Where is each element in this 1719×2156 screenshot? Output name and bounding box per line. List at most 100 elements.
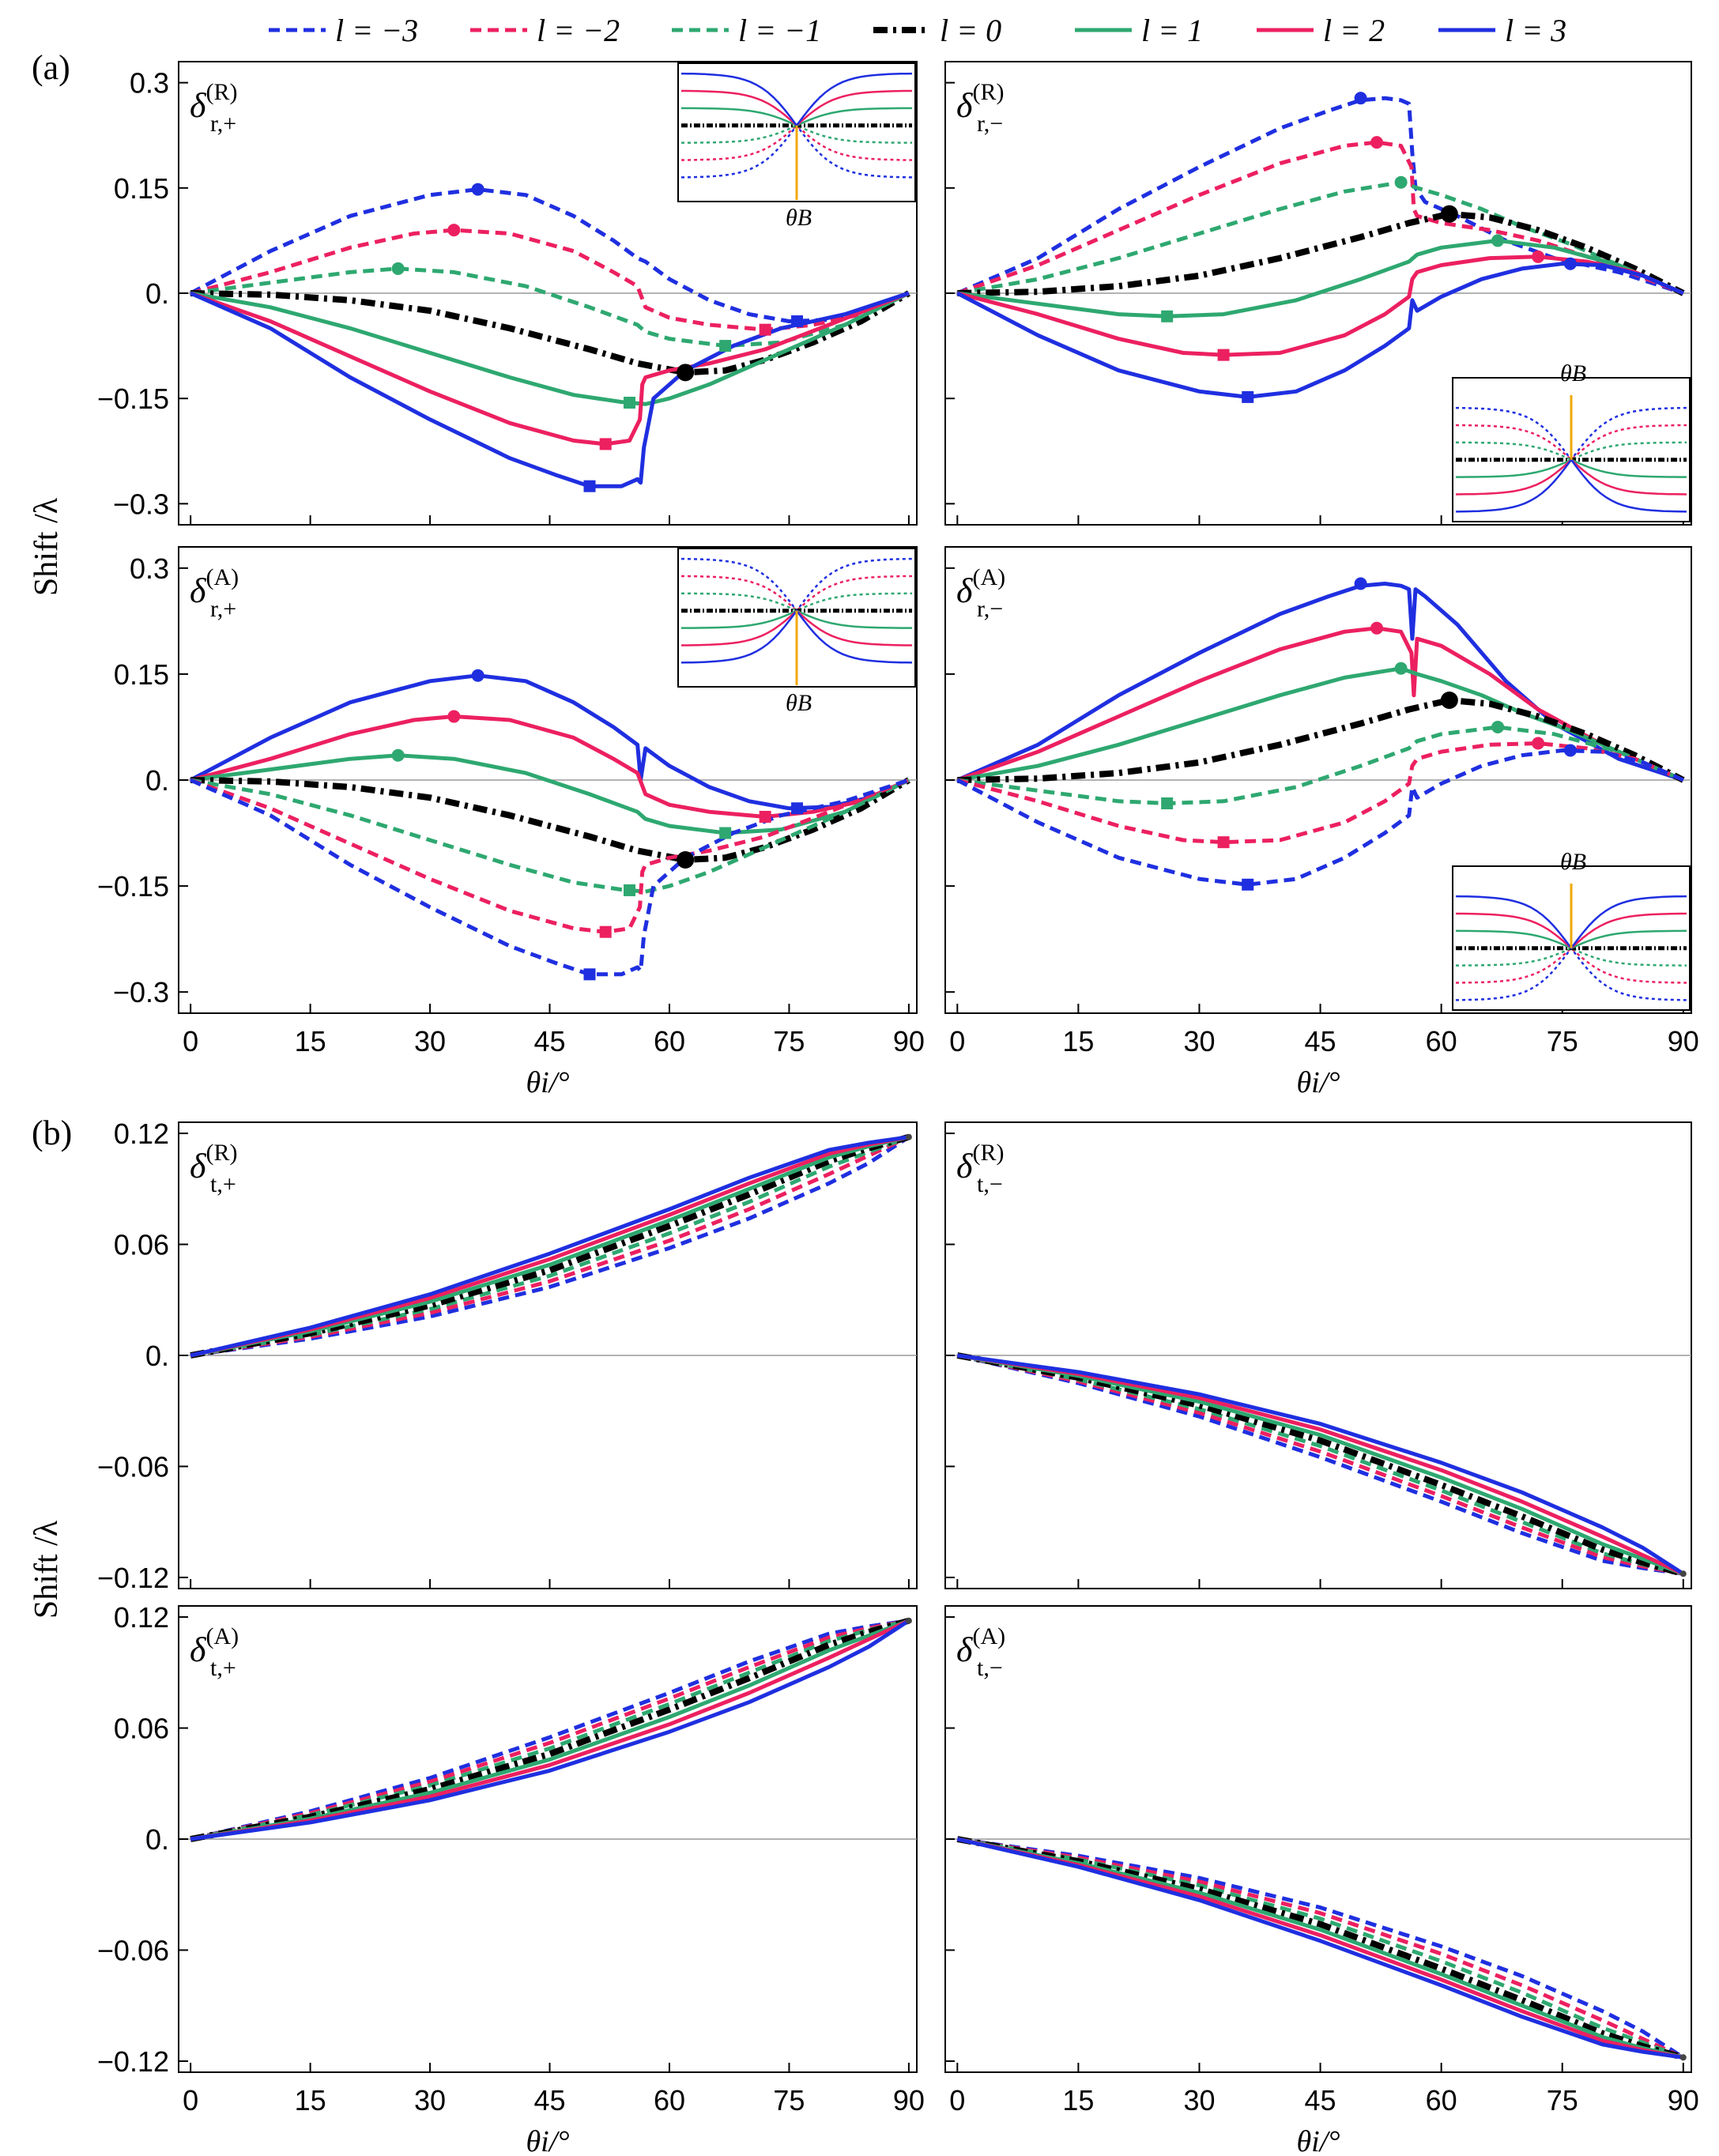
inset-label: θB: [786, 690, 812, 716]
end-point: [905, 1617, 912, 1624]
panel-reflected-minus-R: δ(R) r,− θB: [944, 61, 1692, 526]
min-marker-l-1: [1161, 797, 1174, 809]
y-axis-label-b: Shift /λ: [28, 1520, 65, 1619]
panel-label: δ(R) r,−: [956, 79, 1004, 137]
panel-transmitted-plus-R: −0.12 −0.06 0. 0.06 0.12 δ(R) t,+: [97, 1118, 918, 1594]
series-line-l2: [956, 1837, 1684, 2060]
legend-label: l = −3: [335, 13, 418, 48]
series-line-l3: [190, 1619, 910, 1841]
inset-label: θB: [1560, 849, 1586, 875]
min-marker-l-2: [599, 925, 612, 938]
legend-item-l2: l = 2: [1257, 13, 1385, 48]
max-marker-l-2: [447, 224, 461, 237]
x-tick-label: 0: [949, 1025, 965, 1057]
series-line-l3: [956, 582, 1684, 782]
min-marker-l1: [719, 827, 732, 839]
x-tick-label: 15: [295, 1025, 326, 1057]
panel-label: δ(R) t,−: [956, 1140, 1004, 1197]
section-label-b: (b): [32, 1114, 72, 1152]
legend-label: l = −1: [738, 13, 821, 48]
min-marker-l1: [1161, 310, 1174, 322]
x-tick-label: 60: [654, 1025, 685, 1057]
y-tick-label: 0.: [145, 1823, 169, 1856]
series-line-l1: [190, 753, 910, 835]
max-marker-l1: [1394, 662, 1408, 675]
legend-label: l = 1: [1141, 13, 1203, 48]
panel-transmitted-plus-A: −0.12 −0.06 0. 0.06 0.12 0 15 30 45 60 75 90 θi/° δ(A…: [97, 1601, 925, 2156]
x-tick-label: 60: [654, 2084, 685, 2116]
y-tick-label: 0.15: [114, 658, 169, 691]
y-tick-label: 0.3: [130, 67, 169, 100]
legend-label: l = −2: [537, 13, 620, 48]
min-marker-l3: [583, 480, 596, 492]
max-marker-l-1: [1491, 720, 1505, 733]
x-axis-label: θi/°: [526, 2125, 570, 2156]
x-tick-label: 0: [183, 2084, 198, 2116]
min-marker-l-3: [583, 968, 596, 981]
inset: θB: [1452, 360, 1691, 522]
series-line-l3: [190, 1135, 910, 1358]
y-tick-label: 0.12: [114, 1118, 169, 1150]
y-tick-label: −0.3: [113, 976, 169, 1008]
inset-curve-l-2: [1455, 947, 1687, 984]
legend: l = −3 l = −2 l = −1 l = 0 l = 1 l = 2 l = 3: [269, 13, 1566, 48]
min-marker-l-3: [791, 315, 804, 328]
inset-label: θB: [1560, 360, 1586, 386]
max-marker-l3: [1563, 257, 1577, 270]
x-tick-label: 75: [1547, 2084, 1578, 2116]
y-tick-label: 0.: [145, 1340, 169, 1372]
y-tick-label: −0.3: [113, 488, 169, 520]
max-marker-l-1: [1394, 175, 1408, 189]
end-point: [905, 1133, 912, 1140]
y-tick-label: −0.15: [97, 383, 169, 415]
max-marker-l0: [1440, 205, 1458, 223]
max-marker-l3: [471, 669, 484, 682]
x-axis-label: θi/°: [526, 1066, 570, 1099]
min-marker-l3: [1242, 390, 1254, 403]
min-marker-l2: [1217, 349, 1230, 361]
inset-curve-l-1: [681, 124, 912, 144]
series-line-l0: [957, 697, 1685, 783]
inset-curve-l-1: [1455, 441, 1687, 462]
inset-curve-l-2: [681, 124, 912, 161]
max-marker-l-3: [471, 183, 484, 196]
legend-item-l1: l = 1: [1075, 13, 1203, 48]
min-marker-l3: [791, 802, 804, 815]
series-line-l2: [956, 626, 1684, 782]
series-line-l2: [956, 254, 1684, 357]
series-line-l-2: [956, 741, 1684, 845]
x-tick-label: 60: [1426, 2084, 1457, 2116]
min-marker-l1: [623, 397, 635, 409]
series-line-l0: [190, 777, 910, 863]
legend-item-l-1: l = −1: [672, 13, 821, 48]
panel-transmitted-minus-A: 0 15 30 45 60 75 90 θi/° δ(A) t,−: [944, 1605, 1699, 2156]
y-tick-label: −0.06: [97, 1450, 169, 1483]
min-marker-l-1: [719, 340, 732, 352]
x-tick-label: 90: [1668, 1025, 1699, 1057]
x-axis-label: θi/°: [1297, 1066, 1340, 1099]
x-tick-label: 75: [1547, 1025, 1578, 1057]
series-line-l1: [956, 1837, 1684, 2060]
series-line-l0: [190, 290, 910, 376]
series-line-l-3: [190, 778, 910, 977]
x-tick-label: 30: [1183, 2084, 1215, 2116]
legend-item-l-2: l = −2: [470, 13, 620, 48]
x-tick-label: 90: [893, 1025, 925, 1057]
y-tick-label: 0.: [145, 277, 169, 310]
series-line-l3: [956, 1353, 1685, 1576]
x-tick-label: 90: [1668, 2084, 1699, 2116]
max-marker-l-2: [1532, 737, 1545, 750]
y-tick-label: −0.12: [97, 1562, 169, 1594]
x-tick-label: 30: [414, 2084, 446, 2116]
series-line-l2: [190, 291, 910, 447]
inset-curve-l-2: [1456, 424, 1687, 462]
max-marker-l-3: [1354, 92, 1367, 105]
x-tick-label: 45: [1305, 1025, 1336, 1057]
panel-label: δ(A) t,+: [190, 1623, 239, 1681]
series-line-l1: [956, 1353, 1684, 1576]
min-marker-l-3: [1242, 878, 1254, 891]
min-marker-l-2: [1217, 836, 1230, 849]
max-marker-l-3: [1563, 744, 1577, 757]
inset-curve-l-2: [681, 575, 912, 612]
end-point: [1679, 2054, 1687, 2061]
